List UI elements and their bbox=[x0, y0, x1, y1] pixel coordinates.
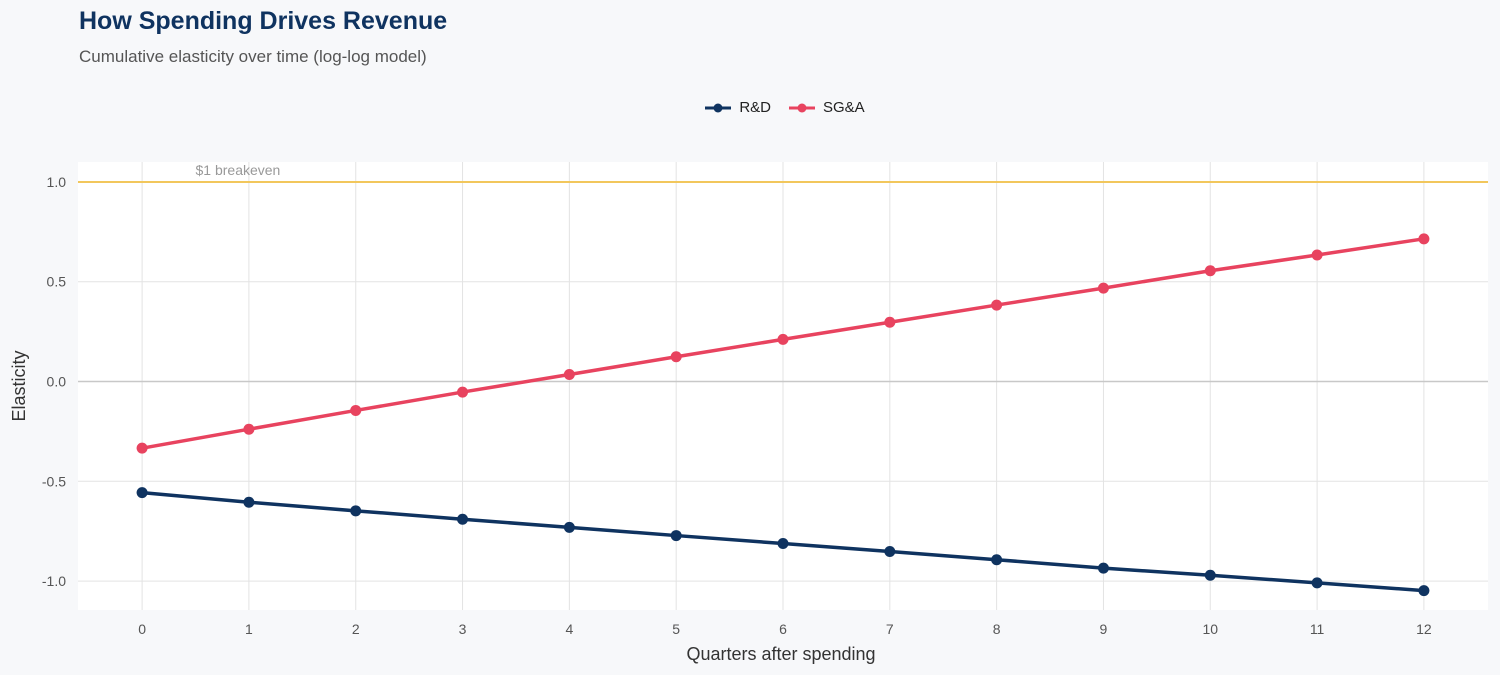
y-axis-label: Elasticity bbox=[9, 350, 29, 421]
data-point bbox=[1418, 233, 1430, 245]
x-tick-label: 1 bbox=[245, 621, 253, 637]
y-tick-label: -0.5 bbox=[42, 473, 66, 489]
data-point bbox=[136, 487, 148, 499]
chart-title: How Spending Drives Revenue bbox=[79, 7, 448, 35]
legend-item-sga: SG&A bbox=[788, 99, 865, 116]
legend-item-rd: R&D bbox=[705, 99, 771, 116]
x-tick-label: 7 bbox=[886, 621, 894, 637]
chart-subtitle: Cumulative elasticity over time (log-log… bbox=[79, 47, 427, 66]
data-point bbox=[777, 333, 789, 345]
data-point bbox=[350, 505, 362, 517]
data-point bbox=[1204, 569, 1216, 581]
data-point bbox=[243, 423, 255, 435]
data-point bbox=[1097, 282, 1109, 294]
x-tick-label: 10 bbox=[1202, 621, 1218, 637]
data-point bbox=[1311, 249, 1323, 261]
data-point bbox=[670, 351, 682, 363]
legend-label-rd: R&D bbox=[739, 99, 771, 116]
x-tick-label: 4 bbox=[565, 621, 573, 637]
y-tick-label: 0.0 bbox=[47, 374, 67, 390]
y-tick-label: 1.0 bbox=[47, 174, 67, 190]
x-tick-label: 6 bbox=[779, 621, 787, 637]
legend-key-sga bbox=[788, 103, 815, 112]
legend-label-sga: SG&A bbox=[822, 99, 865, 116]
data-point bbox=[1311, 577, 1323, 589]
x-axis-label: Quarters after spending bbox=[686, 644, 875, 664]
x-tick-label: 3 bbox=[459, 621, 467, 637]
y-tick-label: -1.0 bbox=[42, 573, 66, 589]
data-point bbox=[670, 530, 682, 542]
data-point bbox=[991, 554, 1003, 566]
x-tick-label: 5 bbox=[672, 621, 680, 637]
data-point bbox=[884, 316, 896, 328]
data-point bbox=[457, 513, 469, 525]
legend: R&D SG&A bbox=[0, 99, 1500, 116]
x-tick-label: 2 bbox=[352, 621, 360, 637]
data-point bbox=[991, 299, 1003, 311]
data-point bbox=[1204, 265, 1216, 277]
x-tick-label: 8 bbox=[993, 621, 1001, 637]
data-point bbox=[563, 369, 575, 381]
x-tick-label: 9 bbox=[1100, 621, 1108, 637]
breakeven-label: $1 breakeven bbox=[196, 162, 281, 178]
data-point bbox=[243, 496, 255, 508]
data-point bbox=[777, 538, 789, 550]
data-point bbox=[136, 442, 148, 454]
data-point bbox=[457, 386, 469, 398]
x-tick-label: 0 bbox=[138, 621, 146, 637]
data-point bbox=[563, 521, 575, 533]
data-point bbox=[1097, 562, 1109, 574]
data-point bbox=[884, 546, 896, 558]
x-tick-label: 12 bbox=[1416, 621, 1432, 637]
data-point bbox=[1418, 585, 1430, 597]
legend-key-rd bbox=[705, 103, 732, 112]
y-tick-label: 0.5 bbox=[47, 274, 67, 290]
x-tick-label: 11 bbox=[1310, 621, 1325, 637]
data-point bbox=[350, 404, 362, 416]
